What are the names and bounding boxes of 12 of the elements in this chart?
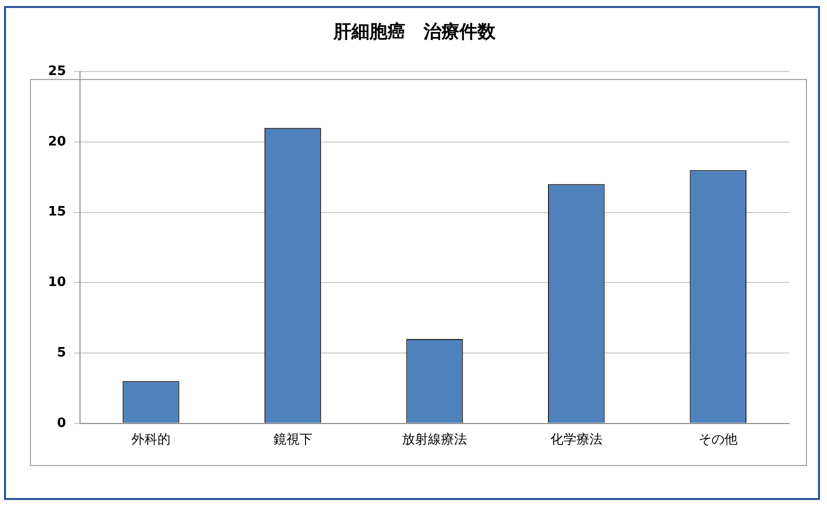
y-tick-label: 10 <box>48 275 66 290</box>
x-tick-label: 鏡視下 <box>273 432 312 448</box>
y-tick-label: 0 <box>57 416 66 431</box>
y-tick-label: 5 <box>57 345 66 360</box>
x-tick-label: 放射線療法 <box>402 432 468 448</box>
y-tick-label: 15 <box>48 204 66 220</box>
y-tick-label: 20 <box>48 134 66 150</box>
x-tick-label: 外科的 <box>131 432 170 448</box>
x-tick-label: 化学療法 <box>550 432 602 448</box>
x-tick-label: その他 <box>698 432 738 448</box>
y-tick-label: 25 <box>48 64 66 79</box>
chart-title: 肝細胞癌 治療件数 <box>332 21 496 42</box>
